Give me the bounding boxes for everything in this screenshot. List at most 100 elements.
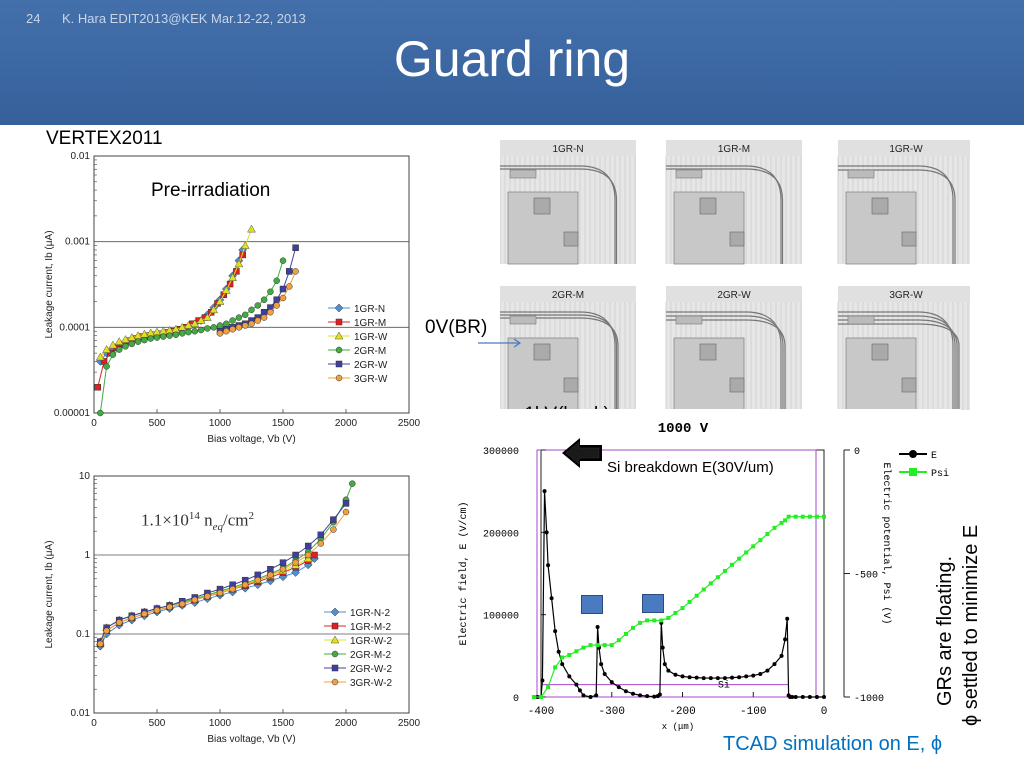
data-point <box>783 637 788 642</box>
data-point <box>228 273 238 281</box>
data-point <box>226 280 234 288</box>
data-point <box>666 615 671 620</box>
data-point <box>594 693 599 698</box>
breakdown-arrow-icon <box>562 438 602 468</box>
data-point <box>623 689 628 694</box>
guard-ring-line <box>838 319 958 410</box>
data-point <box>166 603 173 611</box>
data-point <box>191 596 199 604</box>
data-point <box>229 585 236 593</box>
data-point <box>342 500 350 507</box>
data-point <box>765 531 770 536</box>
data-point <box>595 625 600 630</box>
legend-label: 1GR-N <box>354 304 385 315</box>
legend-label: Psi <box>931 468 949 480</box>
data-point <box>673 672 678 677</box>
legend-marker <box>335 374 343 382</box>
data-point <box>662 662 667 667</box>
legend-label: 2GR-W-2 <box>350 664 392 675</box>
y-tick-label: 0.001 <box>65 237 90 248</box>
guard-ring-line <box>838 323 960 410</box>
data-point <box>254 302 262 309</box>
tcad-panel <box>453 409 961 729</box>
y-tick-label: 0.1 <box>76 629 90 640</box>
x-tick-label: 0 <box>91 418 97 429</box>
layout-thumbnail: 1GR-N <box>500 140 636 265</box>
data-point <box>779 520 784 525</box>
data-point <box>609 680 614 685</box>
guard-ring-layouts: 1GR-N 1GR-M 1GR-W 2GR-M 2GR-W 3GR-W <box>500 140 970 410</box>
tcad-caption: TCAD simulation on E, ϕ <box>723 733 943 755</box>
legend: E Psi <box>899 450 949 480</box>
fluence-base: 1.1×10 <box>141 510 189 530</box>
data-point <box>147 335 154 342</box>
data-point <box>701 587 706 592</box>
data-point <box>779 653 784 658</box>
legend-label: 1GR-M <box>354 318 386 329</box>
data-point <box>223 328 230 335</box>
guard-ring-line <box>500 311 616 410</box>
guard-ring-line <box>838 165 954 264</box>
thumb-label: 3GR-W <box>889 290 923 301</box>
data-point <box>687 599 692 604</box>
data-point <box>546 563 551 568</box>
thumb-header <box>838 140 970 156</box>
data-point <box>737 675 742 680</box>
x-tick-label: 1500 <box>272 718 295 729</box>
data-point <box>216 589 224 597</box>
thumb-label: 1GR-M <box>718 144 750 155</box>
data-point <box>311 551 318 559</box>
legend-marker <box>335 360 343 368</box>
legend-marker <box>334 303 344 313</box>
data-point <box>304 542 312 550</box>
plot-frame <box>93 475 410 714</box>
data-point <box>240 241 250 249</box>
data-point <box>630 691 635 696</box>
data-point <box>166 332 173 339</box>
legend-marker <box>334 331 344 340</box>
y-axis-label: Electric field, E (V/cm) <box>458 501 470 645</box>
data-point <box>785 616 790 621</box>
data-point <box>783 518 788 523</box>
y-tick-label: 200000 <box>483 529 519 540</box>
series-line <box>99 260 284 414</box>
data-point <box>342 508 350 516</box>
data-point <box>292 268 299 275</box>
legend-marker <box>331 664 339 672</box>
data-point <box>234 259 244 268</box>
thumb-header <box>500 140 636 156</box>
data-point <box>751 544 756 549</box>
data-point <box>687 675 692 680</box>
x-axis-label: x (μm) <box>662 722 694 732</box>
data-point <box>680 606 685 611</box>
data-point <box>95 352 105 361</box>
data-point <box>223 320 230 328</box>
data-point <box>666 668 671 673</box>
legend-marker <box>331 678 339 686</box>
data-point <box>567 653 572 658</box>
data-point <box>553 629 558 634</box>
plot-frame <box>540 449 825 698</box>
data-point <box>751 673 756 678</box>
data-point <box>623 632 628 637</box>
data-point <box>241 322 249 329</box>
guard-ring-line <box>666 319 786 410</box>
data-point <box>793 695 798 699</box>
pad <box>871 343 889 361</box>
data-point <box>229 317 236 324</box>
data-point <box>216 330 224 337</box>
data-point <box>134 338 142 345</box>
data-point <box>708 676 713 681</box>
pad <box>901 377 917 393</box>
data-point <box>286 283 293 290</box>
data-point <box>141 336 148 344</box>
layout-thumbnail: 2GR-M <box>500 286 636 410</box>
data-point <box>190 319 200 328</box>
x-tick-label: 1500 <box>272 418 295 429</box>
data-point <box>122 343 129 350</box>
pad <box>509 169 537 179</box>
y-tick-label: 300000 <box>483 447 519 458</box>
data-point <box>279 566 287 573</box>
guard-ring-line <box>666 168 784 264</box>
data-point <box>121 335 130 343</box>
